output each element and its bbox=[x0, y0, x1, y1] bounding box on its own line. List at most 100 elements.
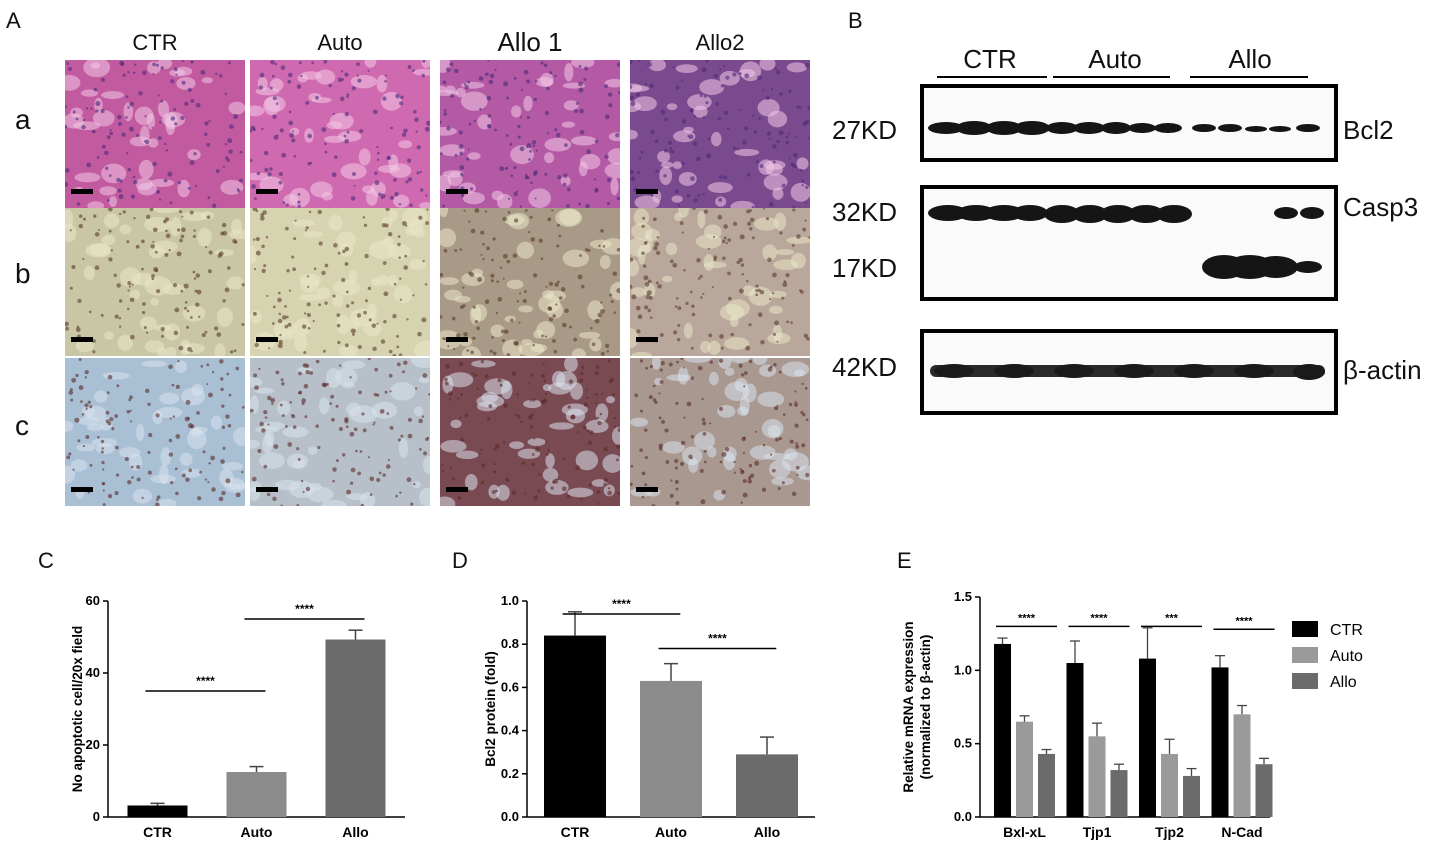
bar-allo-2 bbox=[1110, 770, 1128, 817]
scale-bar bbox=[256, 337, 278, 342]
blot-bcl2 bbox=[920, 84, 1338, 162]
blot-group-line-auto bbox=[1053, 76, 1170, 78]
legend-label-allo: Allo bbox=[1330, 674, 1357, 691]
protein-label-casp3: Casp3 bbox=[1343, 192, 1419, 222]
bar-auto-4 bbox=[1233, 714, 1251, 817]
y-tick-label: 0.0 bbox=[501, 809, 519, 824]
y-tick-label: 0.6 bbox=[501, 679, 519, 694]
blot-group-line-allo bbox=[1190, 76, 1308, 78]
y-tick-label: 0.5 bbox=[954, 736, 972, 751]
scale-bar bbox=[71, 487, 93, 492]
row-label-c: c bbox=[15, 410, 29, 441]
bar-allo-1 bbox=[1038, 753, 1055, 817]
protein-label-beta-actin: β-actin bbox=[1343, 355, 1422, 385]
protein-label-bcl2: Bcl2 bbox=[1343, 115, 1394, 145]
scale-bar bbox=[636, 487, 658, 492]
col-label-auto: Auto bbox=[317, 30, 363, 55]
bar-auto-1 bbox=[1016, 721, 1033, 817]
histology-image-c-4 bbox=[630, 358, 810, 506]
significance-stars: *** bbox=[1165, 612, 1179, 624]
panel-b-label: B bbox=[848, 8, 863, 33]
significance-stars: **** bbox=[196, 674, 215, 688]
x-tick-label: Allo bbox=[754, 824, 780, 840]
y-tick-label: 1.0 bbox=[501, 593, 519, 608]
bar-allo bbox=[736, 754, 798, 817]
histology-image-c-3 bbox=[440, 358, 620, 506]
bar-auto bbox=[640, 680, 702, 817]
significance-stars: **** bbox=[1018, 612, 1036, 624]
legend-swatch-ctr bbox=[1292, 621, 1318, 637]
scale-bar bbox=[71, 189, 93, 194]
y-axis-label: Bcl2 protein (fold) bbox=[483, 651, 498, 767]
histology-image-b-4 bbox=[630, 208, 810, 356]
y-tick-label: 0.8 bbox=[501, 636, 519, 651]
x-tick-label: N-Cad bbox=[1221, 824, 1262, 840]
y-tick-label: 0.4 bbox=[501, 723, 520, 738]
scale-bar bbox=[256, 487, 278, 492]
bar-allo-3 bbox=[1183, 775, 1200, 817]
scale-bar bbox=[636, 337, 658, 342]
col-label-ctr: CTR bbox=[132, 30, 178, 55]
histology-image-a-2 bbox=[250, 60, 430, 208]
scale-bar bbox=[256, 189, 278, 194]
chart-mrna-expression: 0.0 0.5 1.0 1.5 Relative mRNA expression (nor… bbox=[901, 589, 1363, 840]
histology-image-a-3 bbox=[440, 60, 620, 208]
y-tick-label: 0 bbox=[93, 809, 100, 824]
kd-label-17: 17KD bbox=[832, 253, 898, 283]
bar-ctr-1 bbox=[994, 643, 1011, 817]
blot-casp3-bands bbox=[928, 205, 1324, 279]
histology-image-b-2 bbox=[250, 208, 430, 356]
significance-stars: **** bbox=[295, 602, 314, 616]
y-tick-label: 0.2 bbox=[501, 766, 519, 781]
row-label-b: b bbox=[15, 258, 31, 289]
panel-c-label: C bbox=[38, 548, 54, 573]
y-tick-label: 40 bbox=[86, 665, 100, 680]
scale-bar bbox=[636, 189, 658, 194]
y-tick-label: 1.5 bbox=[954, 589, 972, 604]
legend-swatch-auto bbox=[1292, 647, 1318, 663]
x-tick-label: CTR bbox=[143, 824, 172, 840]
significance-stars: **** bbox=[708, 632, 727, 646]
col-label-allo1: Allo 1 bbox=[497, 27, 563, 57]
significance-stars: **** bbox=[1090, 612, 1108, 624]
legend-label-auto: Auto bbox=[1330, 648, 1363, 665]
scale-bar bbox=[446, 487, 468, 492]
x-tick-label: Tjp1 bbox=[1083, 824, 1112, 840]
y-axis-label-2: (normalized to β-actin) bbox=[918, 635, 933, 780]
scale-bar bbox=[446, 189, 468, 194]
kd-label-27: 27KD bbox=[832, 115, 898, 145]
panel-e-label: E bbox=[897, 548, 912, 573]
blot-casp3 bbox=[920, 185, 1338, 301]
blot-bcl2-bands bbox=[928, 121, 1320, 135]
col-label-allo2: Allo2 bbox=[695, 30, 745, 55]
significance-stars: **** bbox=[1235, 615, 1253, 627]
y-tick-label: 1.0 bbox=[954, 662, 972, 677]
panel-a-label: A bbox=[6, 8, 21, 33]
x-tick-label: Tjp2 bbox=[1155, 824, 1184, 840]
bar-allo bbox=[325, 639, 386, 817]
kd-label-32: 32KD bbox=[832, 197, 898, 227]
legend-swatch-allo bbox=[1292, 673, 1318, 689]
blot-group-line-ctr bbox=[937, 76, 1047, 78]
x-tick-label: Auto bbox=[655, 824, 687, 840]
y-tick-label: 60 bbox=[86, 593, 100, 608]
x-tick-label: Bxl-xL bbox=[1003, 824, 1046, 840]
y-tick-label: 0.0 bbox=[954, 809, 972, 824]
blot-group-auto: Auto bbox=[1088, 44, 1142, 74]
bar-auto bbox=[226, 772, 287, 817]
legend-label-ctr: CTR bbox=[1330, 622, 1363, 639]
bar-auto-2 bbox=[1088, 736, 1106, 817]
blot-group-allo: Allo bbox=[1228, 44, 1272, 74]
kd-label-42: 42KD bbox=[832, 352, 898, 382]
blot-beta-actin-bands bbox=[930, 364, 1325, 380]
bar-ctr bbox=[127, 805, 188, 817]
histology-image-c-2 bbox=[250, 358, 430, 506]
histology-image-a-1 bbox=[65, 60, 245, 208]
chart-bcl2-protein: 0.0 0.2 0.4 0.6 0.8 1.0 Bcl2 protein (fold) CTR… bbox=[483, 593, 815, 840]
bar-allo-4 bbox=[1255, 764, 1273, 817]
scale-bar bbox=[71, 337, 93, 342]
scale-bar bbox=[446, 337, 468, 342]
bar-ctr-3 bbox=[1139, 658, 1156, 817]
histology-image-a-4 bbox=[630, 60, 810, 208]
histology-image-b-1 bbox=[65, 208, 245, 356]
